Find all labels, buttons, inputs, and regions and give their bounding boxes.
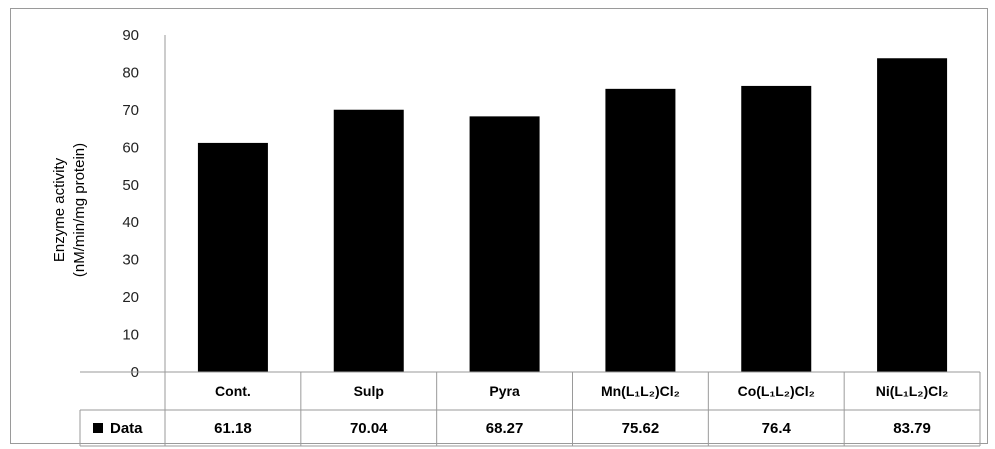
y-tick-label: 90 <box>122 27 139 44</box>
category-label: Mn(L₁L₂)Cl₂ <box>601 383 680 399</box>
y-axis-label-line2: (nM/min/mg protein) <box>71 143 88 277</box>
y-tick-label: 80 <box>122 64 139 81</box>
bar <box>741 85 812 373</box>
category-label: Sulp <box>354 383 384 399</box>
y-tick-label: 20 <box>122 289 139 306</box>
data-value-label: 75.62 <box>622 420 660 437</box>
bar <box>469 116 540 372</box>
y-tick-label: 50 <box>122 177 139 194</box>
bar <box>877 58 948 373</box>
bars <box>197 58 948 373</box>
data-value-label: 70.04 <box>350 420 388 437</box>
legend-swatch <box>93 423 103 433</box>
bar <box>197 142 268 372</box>
data-value-label: 76.4 <box>762 420 792 437</box>
category-label: Ni(L₁L₂)Cl₂ <box>876 383 949 399</box>
category-label: Co(L₁L₂)Cl₂ <box>738 383 815 399</box>
y-tick-label: 10 <box>122 327 139 344</box>
y-tick-label: 60 <box>122 139 139 156</box>
data-table: Data Cont. 61.18 Sulp 70.04 Pyra 68.27 Mn(L₁L₂)… <box>79 371 981 447</box>
data-value-label: 61.18 <box>214 420 252 437</box>
bar <box>605 88 676 373</box>
data-value-label: 68.27 <box>486 420 524 437</box>
category-label: Pyra <box>489 383 520 399</box>
legend-series-name: Data <box>110 420 143 437</box>
chart-frame <box>10 8 988 444</box>
bar <box>333 109 404 373</box>
y-tick-label: 70 <box>122 102 139 119</box>
category-label: Cont. <box>215 383 251 399</box>
y-tick-label: 40 <box>122 214 139 231</box>
data-value-label: 83.79 <box>893 420 931 437</box>
y-tick-label: 30 <box>122 252 139 269</box>
y-axis-label-line1: Enzyme activity <box>51 157 68 262</box>
